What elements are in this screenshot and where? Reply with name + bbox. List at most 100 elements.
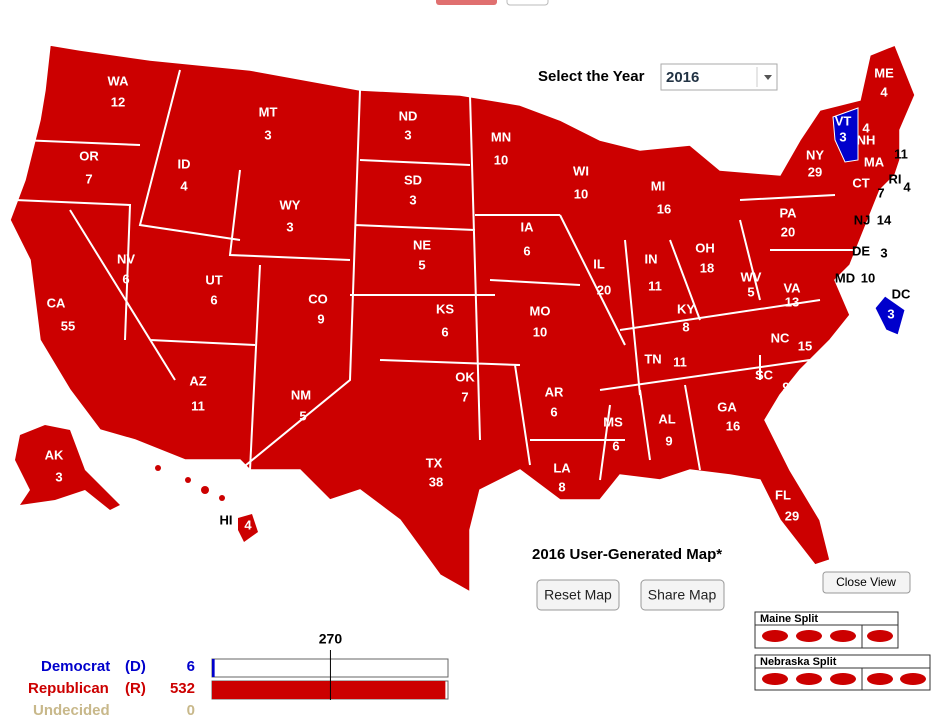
- state-abbr: MA: [864, 154, 885, 169]
- state-votes: 13: [785, 294, 799, 309]
- state-abbr: AR: [545, 384, 564, 399]
- state-votes: 29: [785, 508, 799, 523]
- state-votes: 16: [657, 201, 671, 216]
- state-votes: 20: [597, 282, 611, 297]
- state-abbr: ID: [178, 156, 191, 171]
- state-votes: 10: [861, 270, 875, 285]
- state-abbr: MI: [651, 178, 665, 193]
- state-abbr: CT: [852, 175, 869, 190]
- year-select[interactable]: [660, 63, 778, 91]
- state-votes: 9: [317, 311, 324, 326]
- state-votes: 29: [808, 164, 822, 179]
- state-abbr: WV: [741, 269, 762, 284]
- hawaii[interactable]: [155, 465, 258, 542]
- state-votes: 3: [409, 192, 416, 207]
- state-votes: 4: [244, 517, 252, 532]
- state-votes: 7: [85, 171, 92, 186]
- state-votes: 7: [877, 185, 884, 200]
- state-abbr: OR: [79, 148, 99, 163]
- state-votes: 8: [558, 479, 565, 494]
- state-votes: 8: [682, 319, 689, 334]
- state-votes: 10: [533, 324, 547, 339]
- dc-shape[interactable]: [874, 295, 906, 336]
- map-title: 2016 User-Generated Map*: [532, 546, 722, 563]
- state-abbr: WA: [108, 73, 130, 88]
- state-votes: 5: [418, 257, 425, 272]
- state-abbr: WY: [280, 197, 301, 212]
- party-votes: 532: [170, 680, 195, 697]
- tally-bar: [212, 681, 446, 699]
- state-votes: 11: [673, 354, 687, 369]
- state-votes: 3: [839, 129, 846, 144]
- state-abbr: NM: [291, 387, 311, 402]
- state-abbr: IN: [645, 251, 658, 266]
- maine-split-ovals[interactable]: [762, 630, 893, 642]
- state-abbr: AK: [45, 447, 64, 462]
- reset-button[interactable]: [536, 579, 620, 611]
- state-votes: 12: [111, 94, 125, 109]
- state-abbr: MD: [835, 270, 855, 285]
- maine-split-box: [754, 611, 899, 649]
- state-abbr: SC: [755, 367, 774, 382]
- state-abbr: HI: [220, 512, 233, 527]
- state-votes: 4: [880, 84, 888, 99]
- state-votes: 6: [122, 271, 129, 286]
- close-label: Close View: [836, 575, 896, 589]
- state-abbr: AL: [658, 411, 675, 426]
- state-votes: 10: [574, 186, 588, 201]
- nebraska-split-ovals[interactable]: [762, 673, 926, 685]
- state-abbr: SD: [404, 172, 422, 187]
- state-abbr: NE: [413, 237, 431, 252]
- state-abbr: OH: [695, 240, 715, 255]
- state-abbr: GA: [717, 399, 737, 414]
- us-map: [9, 44, 916, 594]
- close-button[interactable]: [822, 571, 911, 594]
- top-button[interactable]: [506, 0, 549, 6]
- year-value: 2016: [666, 69, 699, 86]
- state-votes: 7: [461, 389, 468, 404]
- state-abbr: PA: [779, 205, 797, 220]
- state-votes: 4: [862, 120, 870, 135]
- state-abbr: TX: [426, 455, 443, 470]
- tally-bar: [212, 659, 215, 677]
- party-name: Republican: [28, 680, 109, 697]
- share-button[interactable]: [640, 579, 725, 611]
- state-votes: 3: [887, 306, 894, 321]
- state-votes: 11: [648, 278, 662, 293]
- state-votes: 18: [700, 260, 714, 275]
- state-abbr: AZ: [189, 373, 206, 388]
- state-abbr: NC: [771, 330, 790, 345]
- top-button[interactable]: [436, 0, 497, 5]
- state-abbr: MN: [491, 129, 511, 144]
- state-votes: 20: [781, 224, 795, 239]
- state-votes: 11: [191, 398, 205, 413]
- state-abbr: IL: [593, 256, 605, 271]
- state-votes: 10: [494, 152, 508, 167]
- state-abbr: NJ: [854, 212, 871, 227]
- state-votes: 6: [210, 292, 217, 307]
- state-votes: 3: [55, 469, 62, 484]
- state-votes: 3: [286, 219, 293, 234]
- state-abbr: DE: [852, 243, 870, 258]
- share-label: Share Map: [648, 587, 717, 603]
- party-name: Democrat: [41, 658, 110, 675]
- state-votes: 4: [180, 178, 188, 193]
- state-abbr: RI: [889, 171, 902, 186]
- state-abbr: ME: [874, 65, 894, 80]
- state-abbr: TN: [644, 351, 661, 366]
- alaska[interactable]: [15, 425, 120, 510]
- state-votes: 6: [441, 324, 448, 339]
- state-votes: 3: [404, 127, 411, 142]
- state-votes: 11: [894, 146, 908, 161]
- party-votes: 6: [187, 658, 195, 675]
- state-votes: 5: [299, 408, 306, 423]
- state-abbr: KS: [436, 301, 454, 316]
- state-votes: 6: [612, 438, 619, 453]
- state-votes: 38: [429, 474, 443, 489]
- state-abbr: MT: [259, 104, 278, 119]
- state-abbr: NV: [117, 251, 135, 266]
- vt-shape[interactable]: [832, 107, 859, 163]
- state-abbr: IA: [521, 219, 535, 234]
- state-abbr: UT: [205, 272, 222, 287]
